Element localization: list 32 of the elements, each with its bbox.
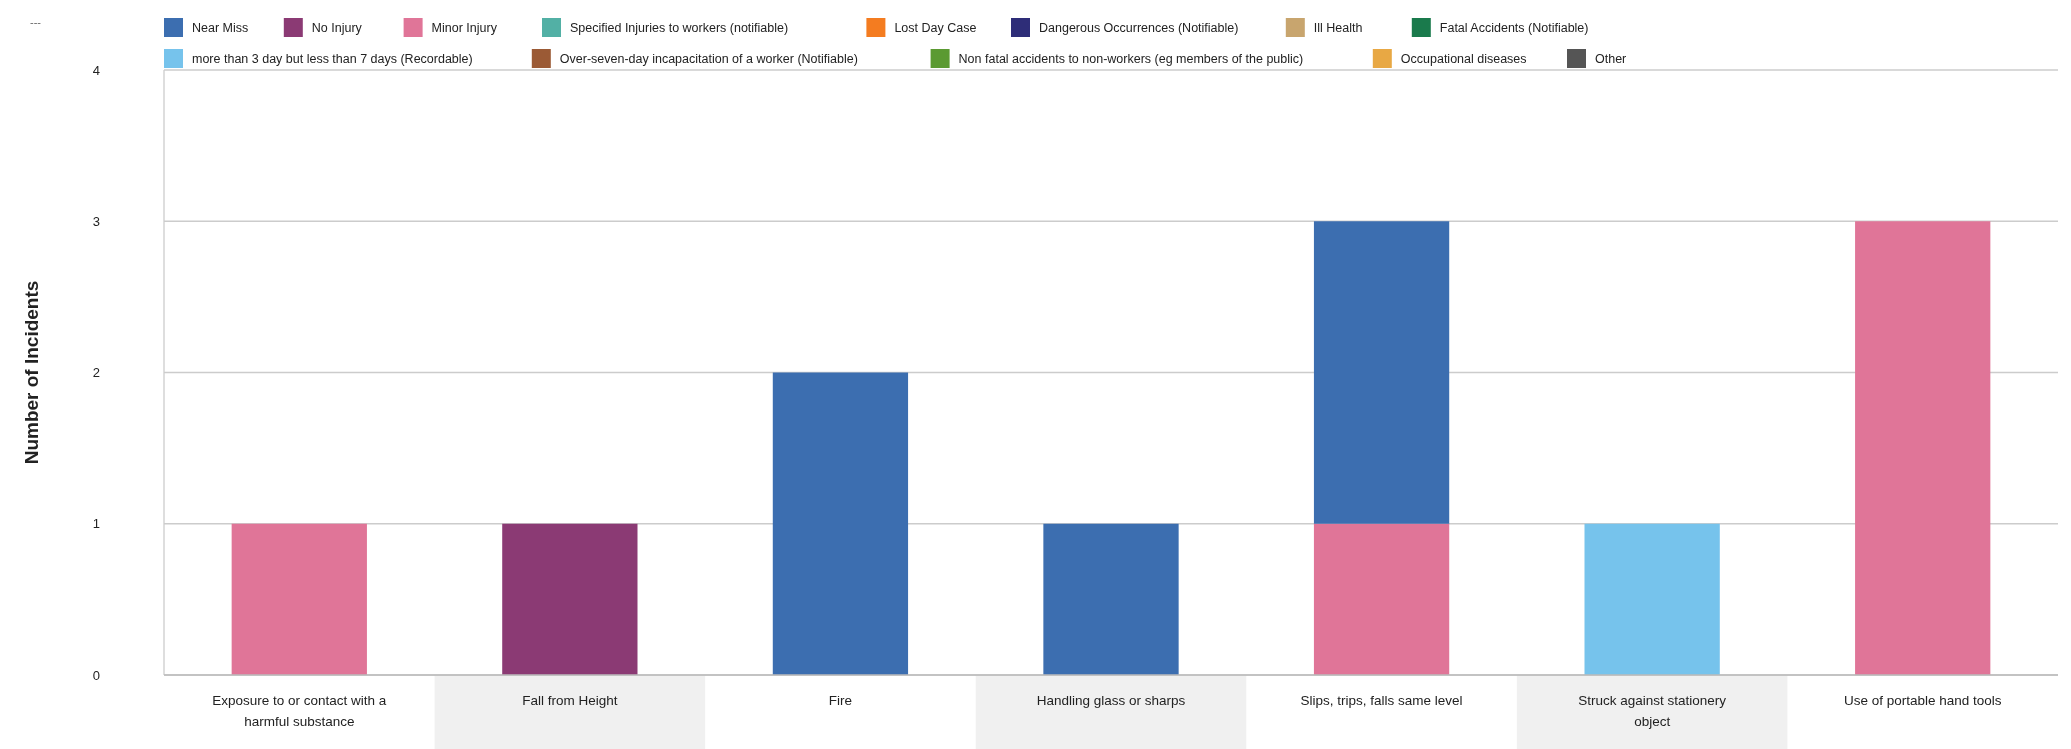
x-tick-label: Exposure to or contact with a harmful substance (212, 693, 387, 729)
legend-label: Dangerous Occurrences (Notifiable) (1039, 21, 1239, 35)
y-tick-label: 1 (92, 516, 100, 532)
y-tick-label: 3 (92, 213, 100, 229)
x-tick-label: Handling glass or sharps (1036, 693, 1186, 708)
bar (1855, 221, 1991, 675)
legend-label: Near Miss (192, 21, 249, 35)
y-axis-title: Number of Incidents (21, 280, 42, 465)
legend-label: Fatal Accidents (Notifiable) (1439, 21, 1589, 35)
y-tick-label: 4 (92, 62, 100, 78)
bar (772, 372, 909, 675)
bar (1313, 523, 1450, 675)
legend-label: Over-seven-day incapacitation of a worker (Notifiable) (559, 52, 858, 66)
legend-label: Minor Injury (431, 21, 498, 35)
x-tick-label: Use of portable hand tools (1843, 693, 2002, 708)
x-tick-label: Slips, trips, falls same level (1300, 693, 1463, 708)
legend-label: Occupational diseases (1400, 52, 1527, 66)
x-tick-label: Fall from Height (522, 693, 618, 708)
y-tick-label: 2 (92, 365, 100, 381)
legend-label: Non fatal accidents to non-workers (eg members of the public) (958, 52, 1304, 66)
legend-label: Other (1595, 52, 1627, 66)
text: --- (30, 16, 42, 28)
legend-label: Ill Health (1313, 21, 1363, 35)
legend-label: more than 3 day but less than 7 days (Recordable) (192, 52, 473, 66)
x-tick-label: Fire (828, 693, 853, 708)
legend-label: Lost Day Case (894, 21, 977, 35)
x-tick-label: Struck against stationery object (1578, 693, 1727, 729)
bar (1313, 221, 1450, 524)
bar (231, 523, 367, 675)
legend-label: No Injury (311, 21, 363, 35)
legend-label: Specified Injuries to workers (notifiable) (570, 21, 789, 35)
y-tick-label: 0 (92, 667, 100, 683)
